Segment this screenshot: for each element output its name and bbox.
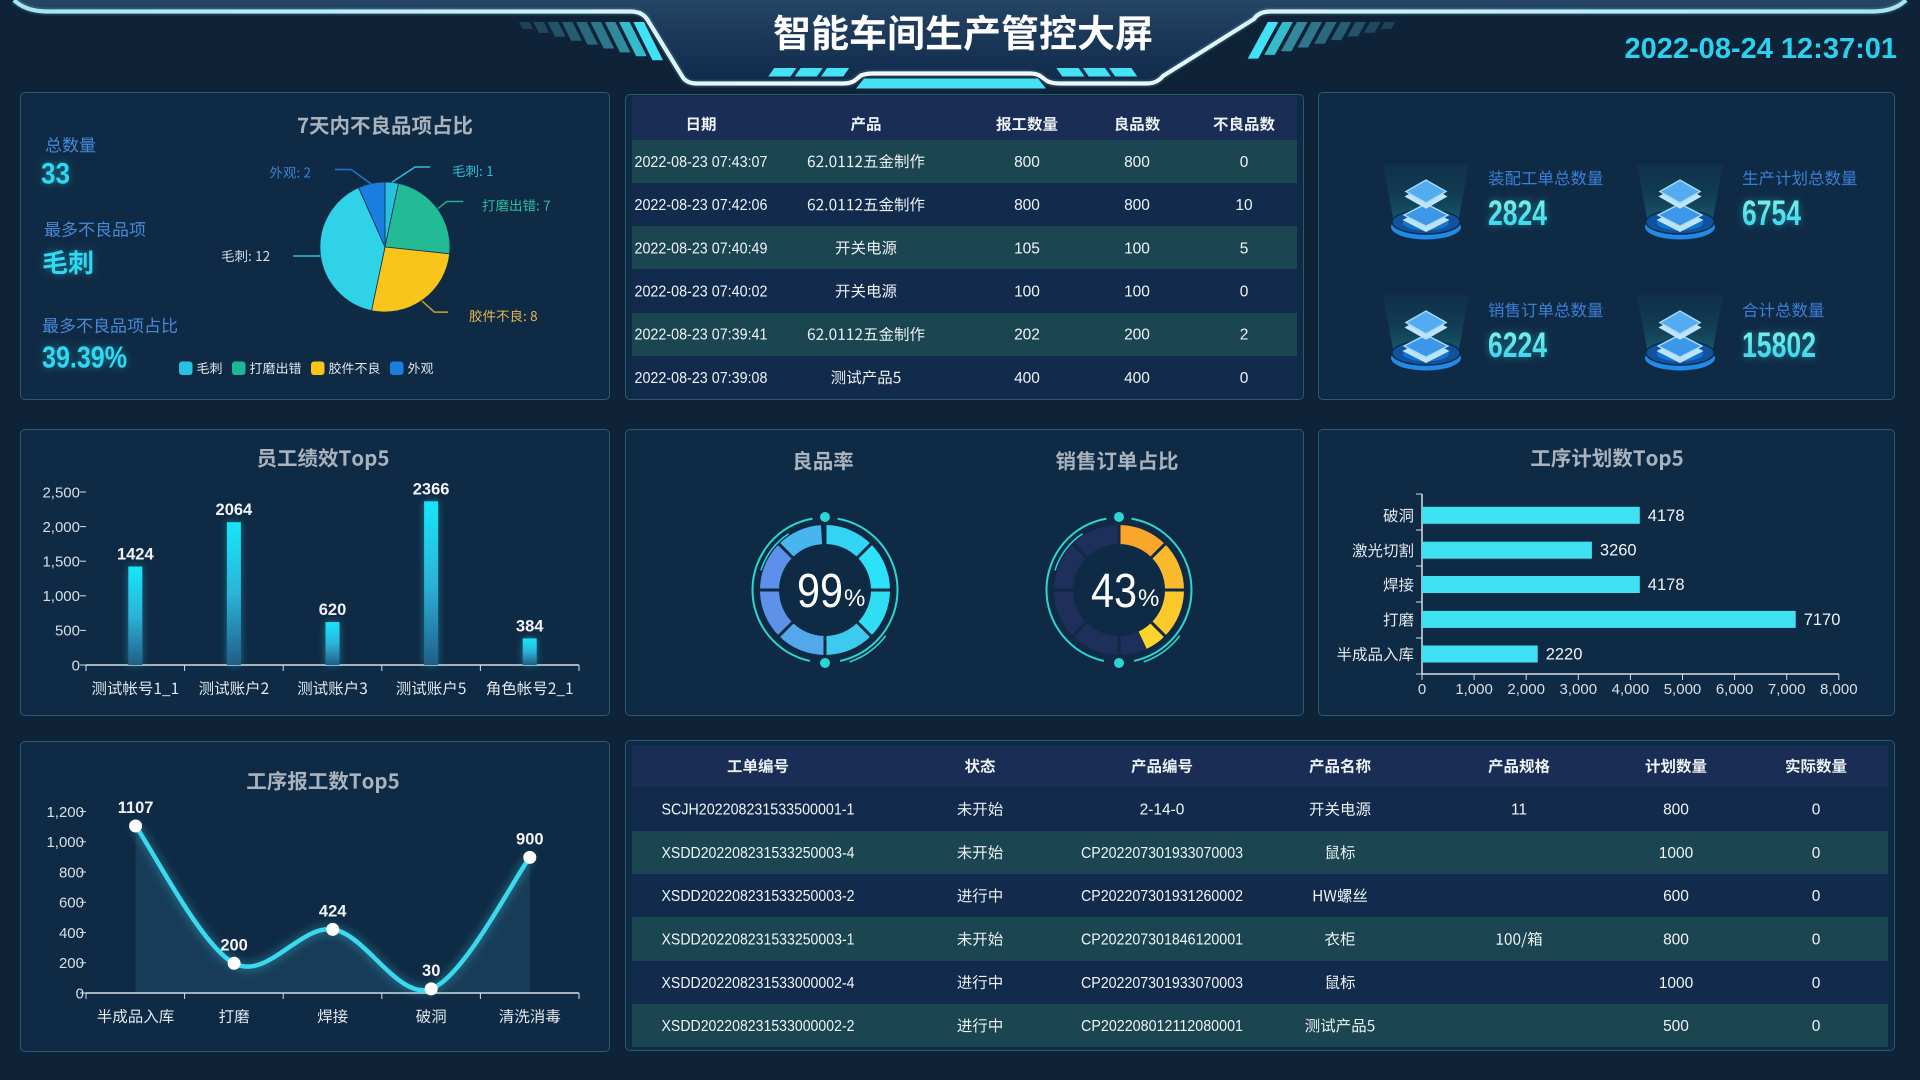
svg-text:800: 800 [1124,197,1150,214]
svg-text:200: 200 [59,955,84,972]
svg-text:4,000: 4,000 [1612,681,1650,698]
svg-text:0: 0 [1240,284,1249,301]
svg-text:10: 10 [1235,197,1253,214]
svg-text:424: 424 [319,902,347,920]
svg-text:500: 500 [1663,1018,1689,1035]
svg-text:CP202207301933070003: CP202207301933070003 [1081,845,1243,862]
svg-text:800: 800 [1663,932,1689,949]
svg-text:2022-08-24 12:37:01: 2022-08-24 12:37:01 [1625,33,1897,65]
svg-text:CP202207301931260002: CP202207301931260002 [1081,888,1243,905]
svg-text:0: 0 [72,657,80,674]
svg-text:600: 600 [1663,888,1689,905]
svg-text:2022-08-23 07:43:07: 2022-08-23 07:43:07 [635,154,768,171]
svg-text:1107: 1107 [118,799,154,817]
svg-text:600: 600 [59,895,84,912]
svg-text:0: 0 [1812,888,1821,905]
svg-text:5,000: 5,000 [1664,681,1702,698]
svg-text:XSDD202208231533250003-1: XSDD202208231533250003-1 [662,932,855,949]
svg-text:384: 384 [516,617,544,635]
svg-text:500: 500 [55,623,80,640]
svg-text:%: % [844,585,865,612]
svg-text:800: 800 [1124,154,1150,171]
svg-text:6,000: 6,000 [1716,681,1754,698]
svg-text:1,500: 1,500 [42,554,80,571]
svg-text:4178: 4178 [1648,576,1685,594]
svg-text:0: 0 [1240,154,1249,171]
svg-text:100: 100 [1124,240,1150,257]
svg-text:30: 30 [422,962,440,980]
svg-text:%: % [1138,585,1159,612]
svg-text:CP202208012112080001: CP202208012112080001 [1081,1018,1243,1035]
svg-text:0: 0 [1240,370,1249,387]
svg-text:2220: 2220 [1546,646,1583,664]
svg-text:7,000: 7,000 [1768,681,1806,698]
svg-text:8,000: 8,000 [1820,681,1858,698]
svg-text:XSDD202208231533250003-4: XSDD202208231533250003-4 [662,845,855,862]
svg-text:2-14-0: 2-14-0 [1140,802,1185,819]
svg-text:200: 200 [220,936,248,954]
svg-text:202: 202 [1014,327,1040,344]
svg-text:33: 33 [41,158,70,191]
svg-text:620: 620 [319,601,347,619]
svg-text:SCJH202208231533500001-1: SCJH202208231533500001-1 [662,802,855,819]
svg-text:4178: 4178 [1648,507,1685,525]
svg-text:400: 400 [59,925,84,942]
svg-text:0: 0 [76,985,84,1002]
svg-text:7170: 7170 [1804,611,1841,629]
svg-text:2: 2 [1240,327,1249,344]
svg-text:0: 0 [1812,845,1821,862]
svg-text:100: 100 [1014,284,1040,301]
svg-text:200: 200 [1124,327,1150,344]
svg-text:1000: 1000 [1659,975,1694,992]
svg-text:1000: 1000 [1659,845,1694,862]
svg-text:0: 0 [1812,932,1821,949]
svg-text:XSDD202208231533250003-2: XSDD202208231533250003-2 [662,888,855,905]
svg-text:800: 800 [1014,197,1040,214]
svg-text:2064: 2064 [216,501,254,519]
svg-text:5: 5 [1240,240,1249,257]
svg-text:2022-08-23 07:40:49: 2022-08-23 07:40:49 [635,240,768,257]
svg-text:400: 400 [1124,370,1150,387]
svg-text:XSDD202208231533000002-2: XSDD202208231533000002-2 [662,1018,855,1035]
svg-text:800: 800 [1663,802,1689,819]
svg-text:1,000: 1,000 [1455,681,1493,698]
svg-text:2,000: 2,000 [1507,681,1545,698]
svg-text:2022-08-23 07:40:02: 2022-08-23 07:40:02 [635,284,768,301]
svg-text:3260: 3260 [1600,542,1637,560]
svg-text:105: 105 [1014,240,1040,257]
svg-text:CP202207301933070003: CP202207301933070003 [1081,975,1243,992]
svg-text:CP202207301846120001: CP202207301846120001 [1081,932,1243,949]
svg-text:0: 0 [1418,681,1426,698]
svg-text:2824: 2824 [1488,194,1547,233]
svg-text:800: 800 [59,864,84,881]
svg-text:15802: 15802 [1742,326,1816,365]
svg-text:1,000: 1,000 [42,588,80,605]
svg-text:99: 99 [797,565,843,618]
svg-text:2022-08-23 07:39:08: 2022-08-23 07:39:08 [635,370,768,387]
svg-text:43: 43 [1091,565,1137,618]
svg-text:39.39%: 39.39% [42,340,127,375]
svg-text:2366: 2366 [413,480,450,498]
svg-text:2,500: 2,500 [42,484,80,501]
svg-text:XSDD202208231533000002-4: XSDD202208231533000002-4 [662,975,855,992]
svg-text:2022-08-23 07:39:41: 2022-08-23 07:39:41 [635,327,768,344]
svg-text:0: 0 [1812,1018,1821,1035]
svg-text:2,000: 2,000 [42,519,80,536]
svg-text:2022-08-23 07:42:06: 2022-08-23 07:42:06 [635,197,768,214]
svg-text:800: 800 [1014,154,1040,171]
svg-text:1,000: 1,000 [46,834,84,851]
svg-text:6754: 6754 [1742,194,1801,233]
svg-text:400: 400 [1014,370,1040,387]
svg-text:100: 100 [1124,284,1150,301]
svg-text:6224: 6224 [1488,326,1547,365]
svg-text:900: 900 [516,830,544,848]
svg-text:1424: 1424 [117,546,155,564]
svg-text:0: 0 [1812,975,1821,992]
svg-text:3,000: 3,000 [1560,681,1598,698]
svg-text:11: 11 [1511,802,1527,819]
svg-text:0: 0 [1812,802,1821,819]
svg-text:1,200: 1,200 [46,804,84,821]
